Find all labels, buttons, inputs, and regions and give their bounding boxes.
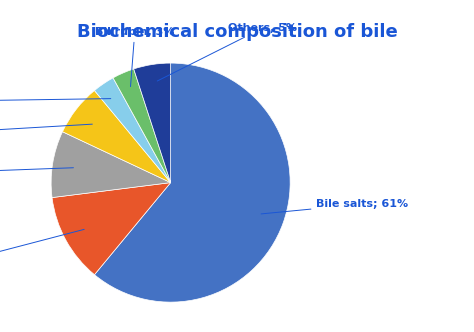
Text: Phospholipids, 3%: Phospholipids, 3% xyxy=(0,96,111,106)
Wedge shape xyxy=(51,132,171,198)
Text: Others, 5%: Others, 5% xyxy=(157,23,297,81)
Wedge shape xyxy=(94,78,171,183)
Text: Bilirubin, 3%: Bilirubin, 3% xyxy=(95,27,174,87)
Wedge shape xyxy=(94,63,290,302)
Text: Biochemical composition of bile: Biochemical composition of bile xyxy=(77,23,397,41)
Text: Cholesterol, 9%: Cholesterol, 9% xyxy=(0,168,73,178)
Wedge shape xyxy=(113,69,171,183)
Text: Bile salts; 61%: Bile salts; 61% xyxy=(261,199,409,214)
Text: Proteins, 7%: Proteins, 7% xyxy=(0,124,92,137)
Wedge shape xyxy=(63,91,171,183)
Wedge shape xyxy=(52,183,171,275)
Wedge shape xyxy=(134,63,171,183)
Text: Fatty acids, 12%: Fatty acids, 12% xyxy=(0,229,84,274)
